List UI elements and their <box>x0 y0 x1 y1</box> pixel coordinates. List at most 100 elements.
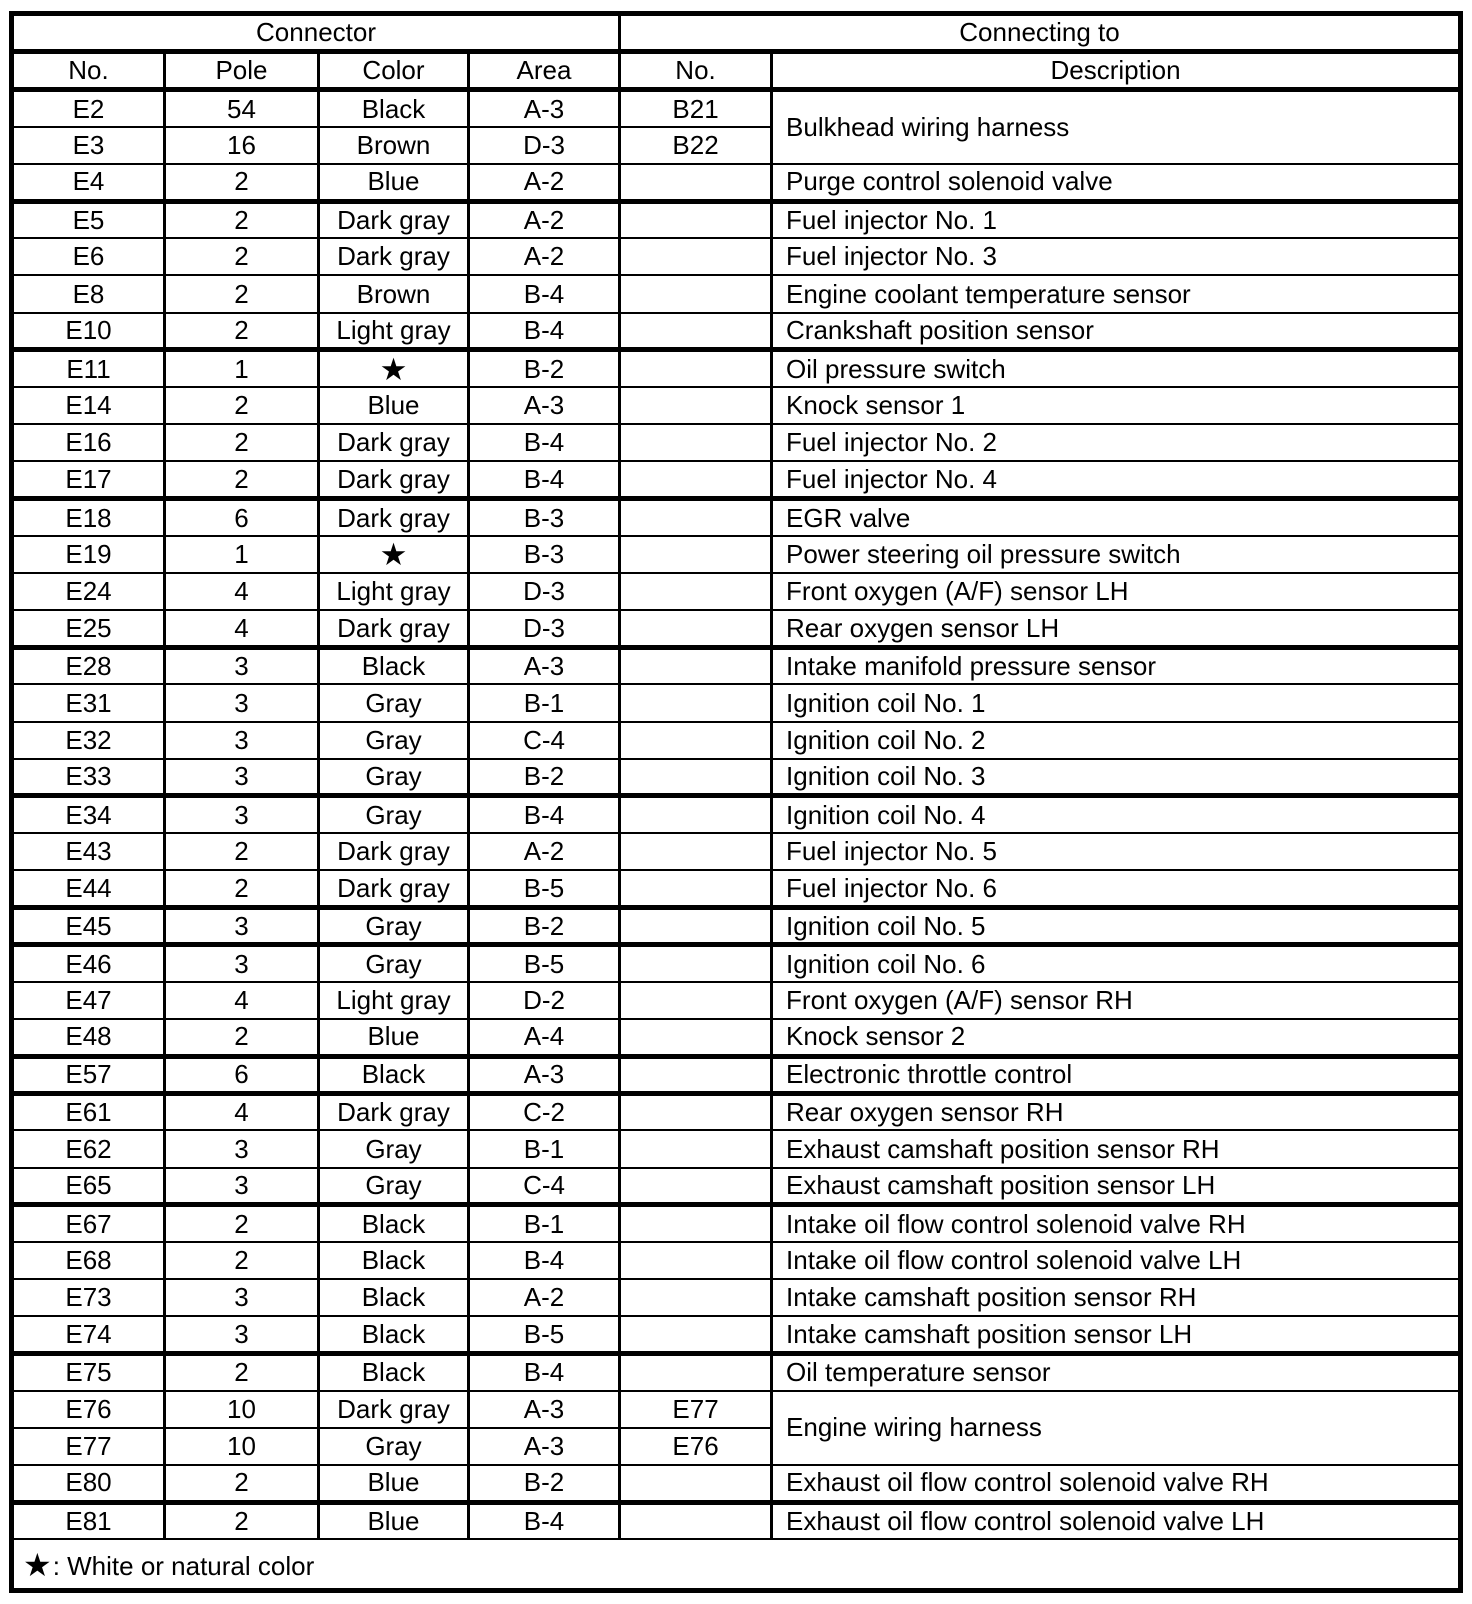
cell-description: EGR valve <box>770 497 1462 537</box>
cell-connecting-no <box>618 1315 774 1356</box>
footnote-cell: ★: White or natural color <box>10 1538 1462 1592</box>
cell-connector-no: E65 <box>10 1166 166 1208</box>
cell-area: B-5 <box>466 943 622 983</box>
cell-area: B-2 <box>466 906 622 948</box>
cell-pole: 3 <box>163 720 320 760</box>
col-header-color: Color <box>317 50 470 92</box>
cell-description: Ignition coil No. 3 <box>770 757 1462 799</box>
cell-connector-no: E75 <box>10 1352 166 1392</box>
cell-color: Gray <box>317 757 470 799</box>
cell-color: Dark gray <box>317 608 470 650</box>
cell-pole: 2 <box>163 311 320 353</box>
cell-color: Dark gray <box>317 497 470 537</box>
cell-description: Oil pressure switch <box>770 348 1462 388</box>
group-header-row: Connector Connecting to <box>9 12 1462 54</box>
cell-color: Dark gray <box>317 1092 470 1132</box>
cell-color: Blue <box>317 385 470 426</box>
cell-pole: 1 <box>163 534 320 574</box>
cell-area: B-2 <box>466 1463 622 1505</box>
cell-area: D-3 <box>466 125 622 165</box>
table-row: E16 2 Dark gray B-4 Fuel injector No. 2 <box>10 423 1462 463</box>
table-row: E8 2 Brown B-4 Engine coolant temperature se… <box>10 274 1462 314</box>
cell-connecting-no <box>618 980 774 1020</box>
cell-color: Gray <box>317 1426 470 1466</box>
table-row: E62 3 Gray B-1 Exhaust camshaft position sen… <box>10 1129 1462 1169</box>
cell-color: Dark gray <box>317 869 470 910</box>
table-row: E76 10 Dark gray A-3 E77 Engine wiring harnes… <box>10 1389 1462 1466</box>
cell-connecting-no <box>618 534 774 574</box>
cell-connecting-no <box>618 1092 774 1132</box>
cell-description: Fuel injector No. 1 <box>770 200 1462 240</box>
cell-description: Intake manifold pressure sensor <box>770 646 1462 686</box>
cell-color: Gray <box>317 906 470 948</box>
table-row: E2 54 Black A-3 B21 Bulkhead wiring harness <box>10 88 1462 165</box>
cell-connecting-no: B21 <box>618 88 774 128</box>
cell-pole: 2 <box>163 385 320 426</box>
cell-area: B-4 <box>466 460 622 501</box>
table-row: E25 4 Dark gray D-3 Rear oxygen sensor LH <box>10 608 1462 650</box>
cell-connector-no: E25 <box>10 608 166 650</box>
cell-pole: 2 <box>163 1501 320 1541</box>
cell-pole: 3 <box>163 943 320 983</box>
cell-description: Oil temperature sensor <box>770 1352 1462 1392</box>
cell-description: Front oxygen (A/F) sensor RH <box>770 980 1462 1020</box>
cell-pole: 2 <box>163 1203 320 1243</box>
cell-description: Bulkhead wiring harness <box>770 88 1462 165</box>
cell-connector-no: E48 <box>10 1017 166 1059</box>
cell-description: Intake camshaft position sensor RH <box>770 1278 1462 1318</box>
cell-description: Intake camshaft position sensor LH <box>770 1315 1462 1356</box>
cell-description: Exhaust camshaft position sensor LH <box>770 1166 1462 1208</box>
cell-area: B-4 <box>466 1352 622 1392</box>
cell-color: Light gray <box>317 311 470 353</box>
cell-pole: 2 <box>163 1463 320 1505</box>
cell-area: B-3 <box>466 497 622 537</box>
cell-connecting-no <box>618 385 774 426</box>
cell-pole: 3 <box>163 906 320 948</box>
cell-color: Black <box>317 1352 470 1392</box>
cell-connecting-no <box>618 1017 774 1059</box>
cell-color: Gray <box>317 794 470 835</box>
cell-description: Engine wiring harness <box>770 1389 1462 1466</box>
cell-connector-no: E68 <box>10 1240 166 1281</box>
col-header-pole: Pole <box>163 50 320 92</box>
table-row: E17 2 Dark gray B-4 Fuel injector No. 4 <box>10 460 1462 501</box>
table-row: E73 3 Black A-2 Intake camshaft position sen… <box>10 1278 1462 1318</box>
cell-pole: 3 <box>163 683 320 723</box>
cell-pole: 2 <box>163 423 320 463</box>
star-icon: ★ <box>23 1546 52 1583</box>
cell-connecting-no <box>618 1352 774 1392</box>
table-row: E18 6 Dark gray B-3 EGR valve <box>10 497 1462 537</box>
cell-connector-no: E57 <box>10 1055 166 1096</box>
cell-area: B-1 <box>466 1203 622 1243</box>
cell-connector-no: E62 <box>10 1129 166 1169</box>
cell-connecting-no <box>618 683 774 723</box>
cell-area: A-4 <box>466 1017 622 1059</box>
cell-description: Fuel injector No. 3 <box>770 237 1462 277</box>
cell-connecting-no <box>618 348 774 388</box>
cell-color: Gray <box>317 1166 470 1208</box>
table-row: E6 2 Dark gray A-2 Fuel injector No. 3 <box>10 237 1462 277</box>
table-row: E31 3 Gray B-1 Ignition coil No. 1 <box>10 683 1462 723</box>
table-row: E28 3 Black A-3 Intake manifold pressure sen… <box>10 646 1462 686</box>
cell-area: A-2 <box>466 162 622 204</box>
cell-connector-no: E46 <box>10 943 166 983</box>
cell-pole: 2 <box>163 200 320 240</box>
cell-pole: 2 <box>163 869 320 910</box>
cell-connector-no: E61 <box>10 1092 166 1132</box>
cell-area: A-3 <box>466 88 622 128</box>
cell-color: Black <box>317 1315 470 1356</box>
cell-area: B-2 <box>466 757 622 799</box>
cell-area: B-2 <box>466 348 622 388</box>
cell-area: B-1 <box>466 683 622 723</box>
cell-color: Black <box>317 1278 470 1318</box>
footnote-text: : White or natural color <box>52 1550 315 1581</box>
cell-color: Blue <box>317 1463 470 1505</box>
cell-pole: 54 <box>163 88 320 128</box>
cell-connector-no: E81 <box>10 1501 166 1541</box>
table-row: E77 10 Gray A-3 E76 <box>10 1426 1461 1466</box>
cell-color: Blue <box>317 1501 470 1541</box>
cell-connecting-no <box>618 869 774 910</box>
cell-connecting-no <box>618 571 774 612</box>
cell-pole: 4 <box>163 1092 320 1132</box>
table-row: E32 3 Gray C-4 Ignition coil No. 2 <box>10 720 1462 760</box>
